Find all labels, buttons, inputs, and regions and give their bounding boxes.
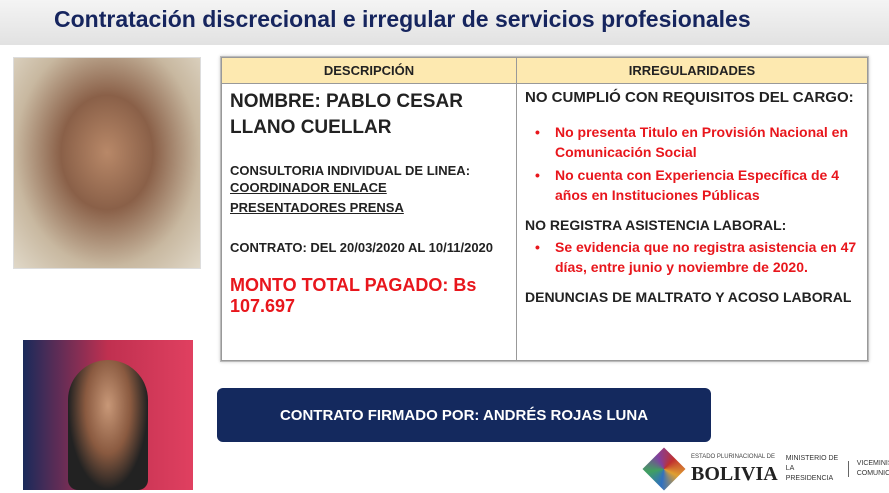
bolivia-logo: ESTADO PLURINACIONAL DE BOLIVIA MINISTERI… bbox=[642, 447, 889, 491]
signed-by-banner: CONTRATO FIRMADO POR: ANDRÉS ROJAS LUNA bbox=[217, 388, 711, 442]
attendance-title: NO REGISTRA ASISTENCIA LABORAL: bbox=[525, 217, 787, 233]
header-irregularities: IRREGULARIDADES bbox=[516, 57, 868, 84]
person-figure bbox=[68, 360, 148, 490]
divider bbox=[847, 461, 849, 477]
attendance-item: Se evidencia que no registra asistencia … bbox=[535, 237, 859, 277]
title-bar bbox=[0, 0, 889, 45]
photo-andres-rojas bbox=[23, 340, 193, 490]
requirements-title: NO CUMPLIÓ CON REQUISITOS DEL CARGO: bbox=[525, 89, 854, 106]
abuse-complaints: DENUNCIAS DE MALTRATO Y ACOSO LABORAL bbox=[525, 289, 852, 305]
chakana-icon bbox=[642, 447, 686, 491]
header-description: DESCRIPCIÓN bbox=[221, 57, 517, 84]
contract-dates: CONTRATO: DEL 20/03/2020 AL 10/11/2020 bbox=[230, 240, 494, 255]
consultancy-label: CONSULTORIA INDIVIDUAL DE LINEA: bbox=[230, 163, 471, 178]
person-name: NOMBRE: PABLO CESAR LLANO CUELLAR bbox=[230, 91, 463, 138]
logo-ministry: MINISTERIO DE LA PRESIDENCIA bbox=[785, 455, 839, 482]
logo-state: ESTADO PLURINACIONAL DE bbox=[691, 453, 776, 460]
requirement-item: No presenta Titulo en Provisión Nacional… bbox=[535, 122, 859, 162]
logo-country: BOLIVIA bbox=[691, 462, 778, 485]
photo-pablo-llano bbox=[13, 57, 201, 269]
info-table: DESCRIPCIÓN IRREGULARIDADES NOMBRE: PABLO… bbox=[220, 56, 869, 362]
page-title: Contratación discrecional e irregular de… bbox=[54, 6, 751, 32]
logo-vice: VICEMINISTERIO DE COMUNICACIÓN bbox=[856, 460, 889, 477]
irregularities-cell: NO CUMPLIÓ CON REQUISITOS DEL CARGO: No … bbox=[516, 83, 868, 361]
consultancy-role: COORDINADOR ENLACE PRESENTADORES PRENSA bbox=[230, 180, 404, 215]
total-paid: MONTO TOTAL PAGADO: Bs 107.697 bbox=[230, 275, 477, 316]
requirement-item: No cuenta con Experiencia Específica de … bbox=[535, 165, 859, 205]
description-cell: NOMBRE: PABLO CESAR LLANO CUELLAR CONSUL… bbox=[221, 83, 517, 361]
